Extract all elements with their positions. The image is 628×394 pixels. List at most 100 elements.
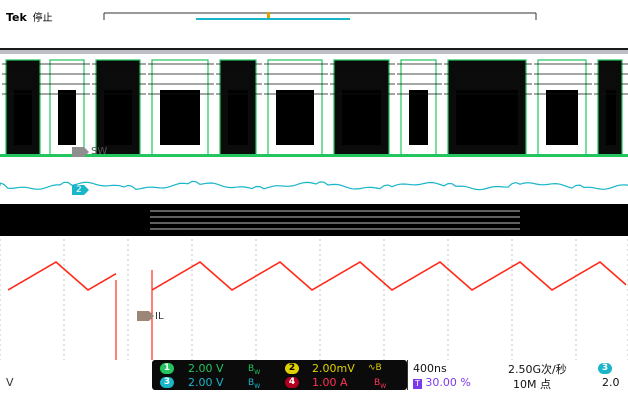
graticule-dot xyxy=(127,259,129,261)
sw-marker-label: SW xyxy=(91,146,108,157)
il-marker[interactable] xyxy=(137,311,154,321)
graticule-dot xyxy=(383,334,385,336)
graticule-dot xyxy=(383,284,385,286)
graticule-dot xyxy=(383,354,385,356)
sw-marker[interactable] xyxy=(72,147,89,157)
graticule-dot xyxy=(511,354,513,356)
graticule-dot xyxy=(255,314,257,316)
graticule-dot xyxy=(511,309,513,311)
graticule-dot xyxy=(63,314,65,316)
graticule-dot xyxy=(383,249,385,251)
ch4-badge[interactable]: 4 xyxy=(285,377,299,388)
graticule-dot xyxy=(319,309,321,311)
graticule-dot xyxy=(383,349,385,351)
sw-pulse-body xyxy=(456,90,518,145)
graticule-dot xyxy=(63,259,65,261)
graticule-dot xyxy=(383,344,385,346)
graticule-dot xyxy=(383,299,385,301)
graticule-dot xyxy=(255,249,257,251)
graticule-dot xyxy=(319,289,321,291)
timebase-panel[interactable]: 400ns T 30.00 % 2.50G次/秒 10M 点 3 2.0 xyxy=(407,360,628,391)
sw-pulse-body xyxy=(104,90,132,145)
trigger-level-partial: 2.0 xyxy=(602,376,620,389)
top-header-area xyxy=(0,0,628,48)
graticule-dot xyxy=(319,349,321,351)
graticule-dot xyxy=(383,329,385,331)
graticule-dot xyxy=(63,329,65,331)
graticule-dot xyxy=(191,244,193,246)
graticule-dot xyxy=(191,324,193,326)
graticule-dot xyxy=(63,304,65,306)
graticule-dot xyxy=(447,279,449,281)
graticule-dot xyxy=(447,299,449,301)
graticule-dot xyxy=(511,319,513,321)
graticule-dot xyxy=(511,304,513,306)
acquisition-status: 停止 xyxy=(32,13,53,24)
graticule-dot xyxy=(319,324,321,326)
graticule-dot xyxy=(0,324,1,326)
graticule-dot xyxy=(127,279,129,281)
graticule-dot xyxy=(255,254,257,256)
graticule-dot xyxy=(383,309,385,311)
graticule-dot xyxy=(127,344,129,346)
bandwidth-limit-icon-ch3: BW xyxy=(248,378,261,390)
graticule-dot xyxy=(575,249,577,251)
graticule-dot xyxy=(255,269,257,271)
graticule-dot xyxy=(191,279,193,281)
graticule-dot xyxy=(575,349,577,351)
graticule-dot xyxy=(191,294,193,296)
graticule-dot xyxy=(511,244,513,246)
trigger-source-badge[interactable]: 3 xyxy=(598,363,612,374)
ch1-badge[interactable]: 1 xyxy=(160,363,174,374)
ch2-badge[interactable]: 2 xyxy=(285,363,299,374)
ch3-badge[interactable]: 3 xyxy=(160,377,174,388)
graticule-dot xyxy=(0,269,1,271)
graticule-dot xyxy=(447,349,449,351)
graticule-dot xyxy=(383,339,385,341)
sw-noise-strip-2 xyxy=(0,50,628,54)
graticule-dot xyxy=(0,274,1,276)
graticule-dot xyxy=(575,309,577,311)
trigger-point-marker xyxy=(267,12,270,18)
graticule-dot xyxy=(63,289,65,291)
graticule-dot xyxy=(383,319,385,321)
bandwidth-limit-icon-ch4: BW xyxy=(374,378,387,390)
ch2-marker[interactable] xyxy=(72,185,89,195)
graticule-dot xyxy=(383,269,385,271)
graticule-dot xyxy=(63,354,65,356)
graticule-dot xyxy=(447,294,449,296)
graticule-dot xyxy=(127,254,129,256)
graticule-dot xyxy=(575,289,577,291)
graticule-dot xyxy=(255,319,257,321)
graticule-dot xyxy=(447,244,449,246)
graticule-dot xyxy=(511,299,513,301)
graticule-dot xyxy=(511,349,513,351)
graticule-dot xyxy=(575,254,577,256)
graticule-dot xyxy=(255,354,257,356)
graticule-dot xyxy=(63,244,65,246)
graticule-dot xyxy=(447,319,449,321)
graticule-dot xyxy=(191,254,193,256)
graticule-dot xyxy=(383,289,385,291)
graticule-dot xyxy=(319,294,321,296)
graticule-dot xyxy=(191,309,193,311)
graticule-dot xyxy=(63,324,65,326)
graticule-dot xyxy=(511,269,513,271)
ch1-scale: 2.00 V xyxy=(188,362,224,375)
graticule-dot xyxy=(0,334,1,336)
ch2-marker-label: 2 xyxy=(76,185,82,195)
graticule-dot xyxy=(511,284,513,286)
graticule-dot xyxy=(63,339,65,341)
graticule-dot xyxy=(63,294,65,296)
sw-pulse-body xyxy=(14,90,32,145)
graticule-dot xyxy=(319,269,321,271)
graticule-dot xyxy=(575,314,577,316)
graticule-dot xyxy=(383,304,385,306)
graticule-dot xyxy=(511,294,513,296)
graticule-dot xyxy=(319,249,321,251)
graticule-dot xyxy=(63,334,65,336)
graticule-dot xyxy=(575,324,577,326)
graticule-dot xyxy=(0,304,1,306)
